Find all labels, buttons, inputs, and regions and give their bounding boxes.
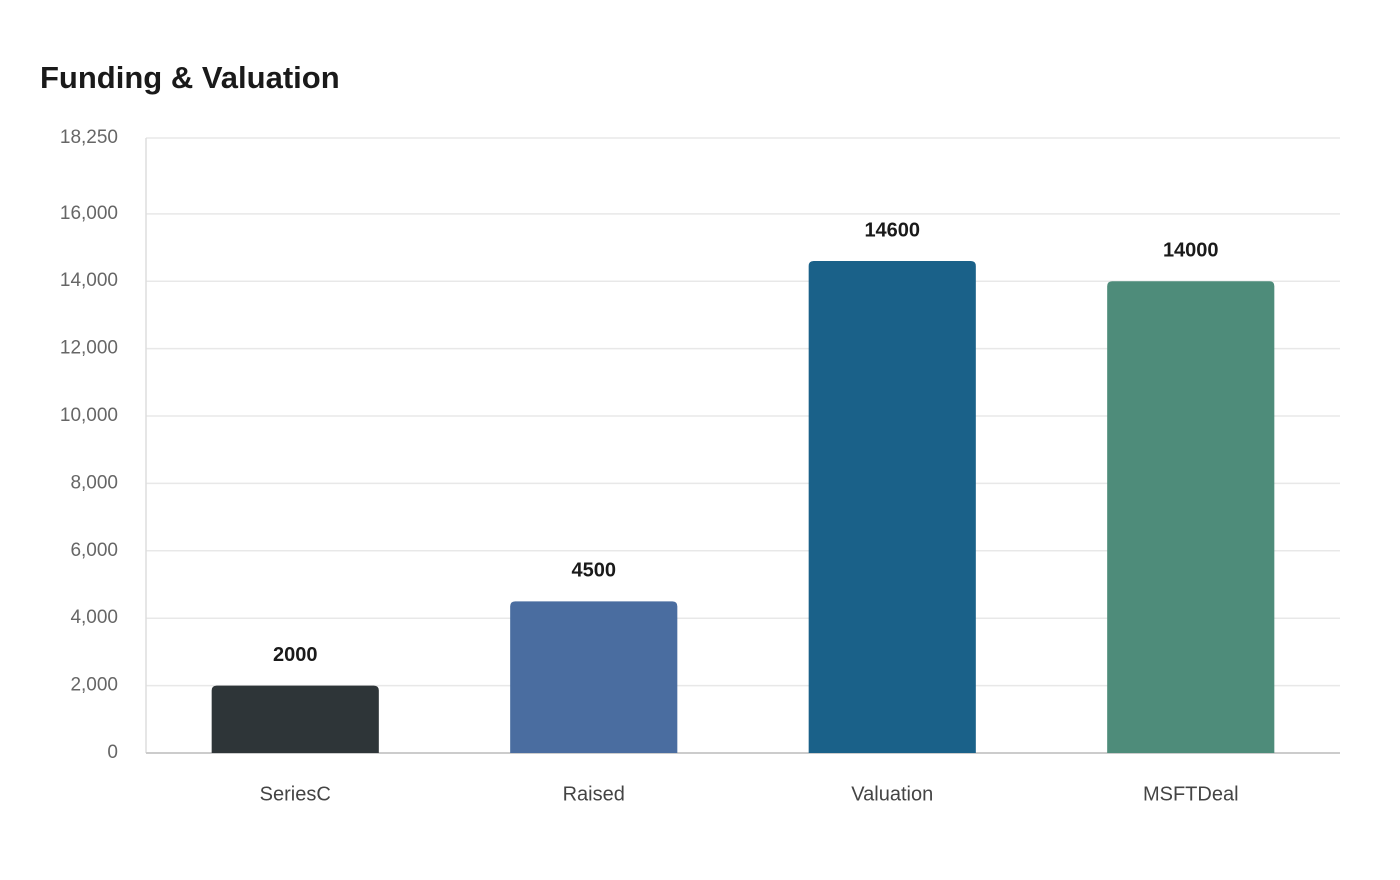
y-tick-label: 16,000 <box>60 203 118 224</box>
value-label: 14000 <box>1163 240 1219 262</box>
y-tick-label: 2,000 <box>70 675 118 696</box>
y-tick-label: 0 <box>107 742 118 763</box>
y-tick-label: 12,000 <box>60 338 118 359</box>
y-tick-label: 4,000 <box>70 607 118 628</box>
x-tick-label: MSFTDeal <box>1143 783 1239 805</box>
bar <box>1107 281 1275 753</box>
bar <box>211 685 379 753</box>
y-tick-label: 14,000 <box>60 270 118 291</box>
x-tick-label: SeriesC <box>260 783 331 805</box>
x-tick-label: Raised <box>563 783 625 805</box>
y-tick-label: 8,000 <box>70 472 118 493</box>
y-tick-label: 10,000 <box>60 405 118 426</box>
bar <box>808 261 976 753</box>
x-tick-label: Valuation <box>851 783 933 805</box>
bar <box>510 601 678 753</box>
value-label: 14600 <box>864 219 920 241</box>
value-label: 2000 <box>273 644 318 666</box>
value-label: 4500 <box>572 560 617 582</box>
y-tick-label: 6,000 <box>70 540 118 561</box>
chart-title: Funding & Valuation <box>40 60 340 95</box>
y-tick-label: 18,250 <box>60 127 118 148</box>
